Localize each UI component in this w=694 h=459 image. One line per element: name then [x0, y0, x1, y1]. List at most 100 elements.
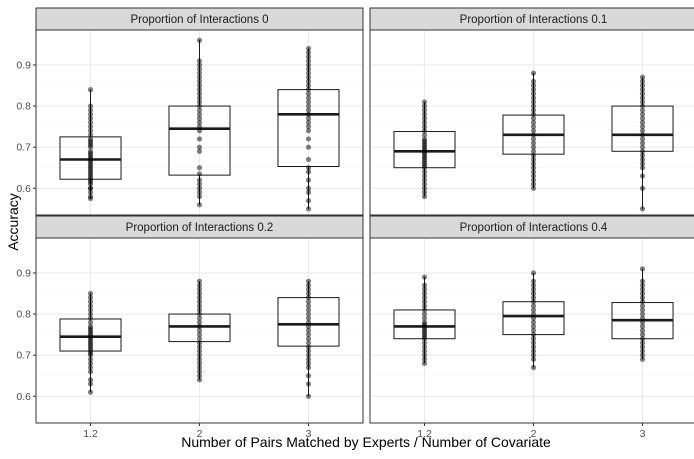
- data-point: [639, 295, 646, 301]
- data-point: [196, 37, 203, 43]
- facet-panel: Proportion of Interactions 0.1: [369, 7, 694, 216]
- data-point: [530, 356, 537, 362]
- data-point: [87, 364, 94, 371]
- data-point: [196, 356, 203, 362]
- data-point: [87, 381, 94, 387]
- data-point: [421, 315, 428, 321]
- data-point: [530, 78, 537, 84]
- data-point: [87, 369, 94, 375]
- data-point: [530, 165, 537, 171]
- data-point: [305, 198, 312, 204]
- data-point: [639, 319, 646, 325]
- data-point: [196, 336, 203, 342]
- data-point: [639, 336, 646, 342]
- data-point: [530, 115, 537, 121]
- data-point: [87, 148, 94, 154]
- data-point: [639, 91, 646, 97]
- data-point: [639, 74, 646, 80]
- data-point: [87, 193, 94, 200]
- data-point: [639, 111, 646, 117]
- data-point: [196, 332, 203, 338]
- data-point: [196, 148, 203, 154]
- data-point: [305, 128, 312, 134]
- data-point: [639, 323, 646, 329]
- data-point: [639, 82, 646, 89]
- data-point: [530, 319, 537, 325]
- data-point: [639, 144, 646, 150]
- data-point: [421, 352, 428, 358]
- y-axis-title: Accuracy: [5, 193, 21, 251]
- y-tick-label: 0.7: [16, 142, 31, 154]
- data-point: [196, 189, 203, 195]
- data-point: [305, 124, 312, 130]
- data-point: [421, 348, 428, 354]
- data-point: [305, 91, 312, 97]
- box-2: [502, 270, 565, 371]
- data-point: [196, 369, 203, 375]
- data-point: [196, 299, 203, 305]
- data-point: [196, 307, 203, 313]
- data-point: [530, 132, 537, 138]
- box-1.2: [393, 274, 456, 366]
- data-point: [530, 128, 537, 134]
- data-point: [196, 181, 203, 187]
- data-point: [530, 91, 537, 97]
- box-2: [502, 70, 565, 191]
- data-point: [639, 165, 646, 171]
- data-point: [421, 103, 428, 109]
- data-point: [305, 206, 312, 212]
- data-point: [196, 66, 203, 72]
- data-point: [530, 332, 537, 338]
- data-point: [530, 161, 537, 167]
- data-point: [196, 58, 203, 64]
- data-point: [305, 74, 312, 80]
- data-point: [639, 307, 646, 313]
- data-point: [87, 111, 94, 117]
- data-point: [87, 295, 94, 301]
- data-point: [196, 87, 203, 93]
- x-tick-label: 2: [197, 428, 203, 440]
- data-point: [87, 389, 94, 395]
- data-point: [639, 303, 646, 309]
- data-point: [421, 319, 428, 325]
- data-point: [639, 340, 646, 346]
- data-point: [530, 177, 537, 183]
- data-point: [421, 99, 428, 105]
- data-point: [305, 336, 312, 342]
- data-point: [196, 360, 203, 366]
- data-point: [530, 315, 537, 321]
- data-point: [639, 206, 646, 212]
- data-point: [530, 323, 537, 329]
- data-point: [305, 99, 312, 105]
- data-point: [421, 115, 428, 121]
- data-point: [87, 356, 94, 362]
- data-point: [639, 152, 646, 158]
- data-point: [87, 290, 94, 297]
- data-point: [639, 299, 646, 305]
- data-point: [196, 295, 203, 301]
- data-point: [639, 156, 646, 163]
- data-point: [196, 95, 203, 101]
- x-tick-label: 1.2: [83, 428, 98, 440]
- data-point: [305, 62, 312, 68]
- data-point: [305, 119, 312, 126]
- data-point: [305, 103, 312, 109]
- data-point: [530, 144, 537, 150]
- data-point: [196, 202, 203, 208]
- data-point: [87, 136, 94, 142]
- data-point: [305, 169, 312, 175]
- data-point: [196, 171, 203, 177]
- data-point: [305, 282, 312, 288]
- y-tick-label: 0.6: [16, 183, 31, 195]
- data-point: [530, 270, 537, 276]
- data-point: [87, 315, 94, 321]
- data-point: [305, 58, 312, 64]
- data-point: [87, 128, 94, 134]
- data-point: [196, 373, 203, 379]
- data-point: [196, 177, 203, 183]
- facet-strip-label: Proportion of Interactions 0.1: [460, 14, 608, 26]
- data-point: [530, 103, 537, 109]
- data-point: [305, 165, 312, 171]
- data-point: [196, 319, 203, 325]
